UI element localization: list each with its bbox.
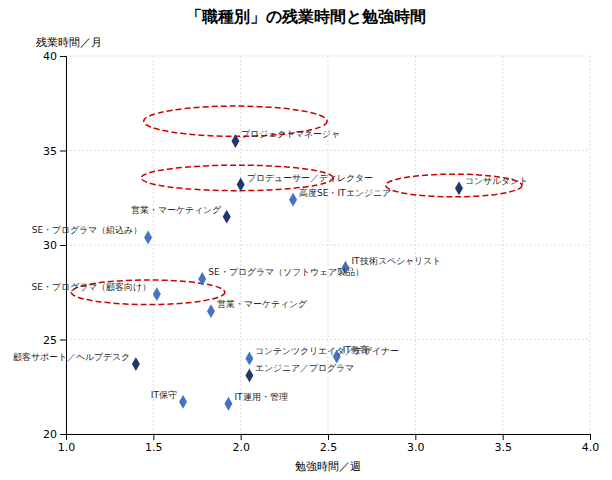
point-labels: プロジェクトマネージャプロデューサー／ディレクター コンサルタント営業・マーケティ… — [13, 129, 528, 402]
point-label: 営業・マーケティング — [217, 299, 308, 309]
chart-svg: 1.0 1.5 2.0 2.5 3.0 3.5 4.0 20 25 30 35 40 プロジェクトマネー… — [0, 0, 612, 480]
point — [198, 272, 206, 286]
point — [223, 210, 231, 224]
grid — [66, 56, 590, 434]
x-axis-tick-label: 1.0 — [58, 441, 76, 454]
y-axis-tick: 30 — [43, 239, 66, 252]
x-axis-tick-mark — [328, 434, 329, 440]
x-axis-tick-mark — [415, 434, 416, 440]
plot-area: 1.0 1.5 2.0 2.5 3.0 3.5 4.0 20 25 30 35 40 プロジェクトマネー… — [13, 50, 599, 454]
data-group — [71, 106, 522, 411]
point — [132, 357, 140, 371]
x-axis-tick: 1.5 — [145, 434, 163, 454]
point-label: エンジニア／プログラマ — [255, 363, 354, 373]
x-axis-tick-mark — [503, 434, 504, 440]
y-axis-tick: 40 — [43, 50, 66, 63]
y-axis: 20 25 30 35 40 — [43, 50, 67, 441]
point — [153, 287, 161, 301]
y-axis-tick-mark — [60, 434, 66, 435]
point-label: IT運用・管理 — [234, 392, 287, 402]
y-axis-domain — [60, 57, 67, 435]
chart-container: 1.0 1.5 2.0 2.5 3.0 3.5 4.0 20 25 30 35 40 プロジェクトマネー… — [0, 0, 612, 480]
x-axis-tick-mark — [590, 434, 591, 440]
x-axis-tick-label: 4.0 — [582, 441, 600, 454]
point — [245, 369, 253, 383]
x-axis-tick-label: 1.5 — [145, 441, 163, 454]
point-label: IT教育 — [343, 345, 369, 355]
x-axis-tick: 3.0 — [407, 434, 425, 454]
grid-line-y — [66, 245, 590, 246]
point-label: プロデューサー／ディレクター — [247, 173, 373, 183]
x-axis-tick-mark — [153, 434, 154, 440]
point-label: 顧客サポート／ヘルプデスク — [13, 352, 130, 362]
grid-line-x — [153, 56, 154, 434]
y-axis-label: 残業時間／月 — [36, 36, 102, 49]
x-axis-tick: 1.0 — [58, 434, 76, 454]
point — [144, 231, 152, 245]
x-axis-domain — [67, 435, 591, 441]
point-label: SE・プログラマ（組込み） — [32, 225, 142, 235]
y-axis-tick-mark — [60, 56, 66, 57]
point-label: IT技術スペシャリスト — [351, 256, 440, 266]
x-axis-tick-label: 3.5 — [494, 441, 512, 454]
point — [237, 178, 245, 192]
point-label: コンサルタント — [465, 176, 528, 186]
title: 「職種別」の残業時間と勉強時間 — [186, 7, 426, 26]
y-axis-tick-mark — [60, 340, 66, 341]
point — [207, 304, 215, 318]
y-axis-tick: 25 — [43, 334, 66, 347]
x-axis-tick: 2.5 — [320, 434, 338, 454]
x-axis-tick: 4.0 — [582, 434, 600, 454]
point — [245, 351, 253, 365]
x-axis-tick-label: 2.5 — [320, 441, 338, 454]
x-axis-tick-label: 2.0 — [232, 441, 250, 454]
y-axis-tick: 35 — [43, 145, 66, 158]
y-axis-tick-mark — [60, 245, 66, 246]
point-label: SE・プログラマ（ソフトウェア製品） — [208, 267, 363, 277]
point — [231, 134, 239, 148]
point-label: プロジェクトマネージャ — [241, 129, 340, 139]
x-axis-label: 勉強時間／週 — [295, 460, 361, 473]
x-axis: 1.0 1.5 2.0 2.5 3.0 3.5 4.0 — [58, 434, 600, 454]
x-axis-tick-label: 3.0 — [407, 441, 425, 454]
point-label: 高度SE・ITエンジニア — [299, 188, 391, 198]
grid-line-y — [66, 150, 590, 151]
point — [455, 181, 463, 195]
x-axis-tick-mark — [241, 434, 242, 440]
y-axis-tick-label: 20 — [43, 428, 57, 441]
point — [179, 395, 187, 409]
y-axis-tick-label: 40 — [43, 50, 57, 63]
x-axis-tick: 3.5 — [494, 434, 512, 454]
y-axis-tick-label: 30 — [43, 239, 57, 252]
point-label: コンテンツクリエイタ／デザイナー — [255, 346, 399, 356]
y-axis-tick-label: 25 — [43, 334, 57, 347]
point — [224, 397, 232, 411]
point-label: SE・プログラマ（顧客向け） — [31, 282, 150, 292]
grid-line-y — [66, 339, 590, 340]
y-axis-tick: 20 — [43, 428, 66, 441]
x-axis-tick: 2.0 — [232, 434, 250, 454]
grid-line-y — [66, 56, 590, 57]
y-axis-tick-label: 35 — [43, 145, 57, 158]
point-label: IT保守 — [151, 390, 177, 400]
grid-line-x — [240, 56, 241, 434]
point-label: 営業・マーケティング — [131, 205, 222, 215]
y-axis-tick-mark — [60, 151, 66, 152]
point — [289, 193, 297, 207]
